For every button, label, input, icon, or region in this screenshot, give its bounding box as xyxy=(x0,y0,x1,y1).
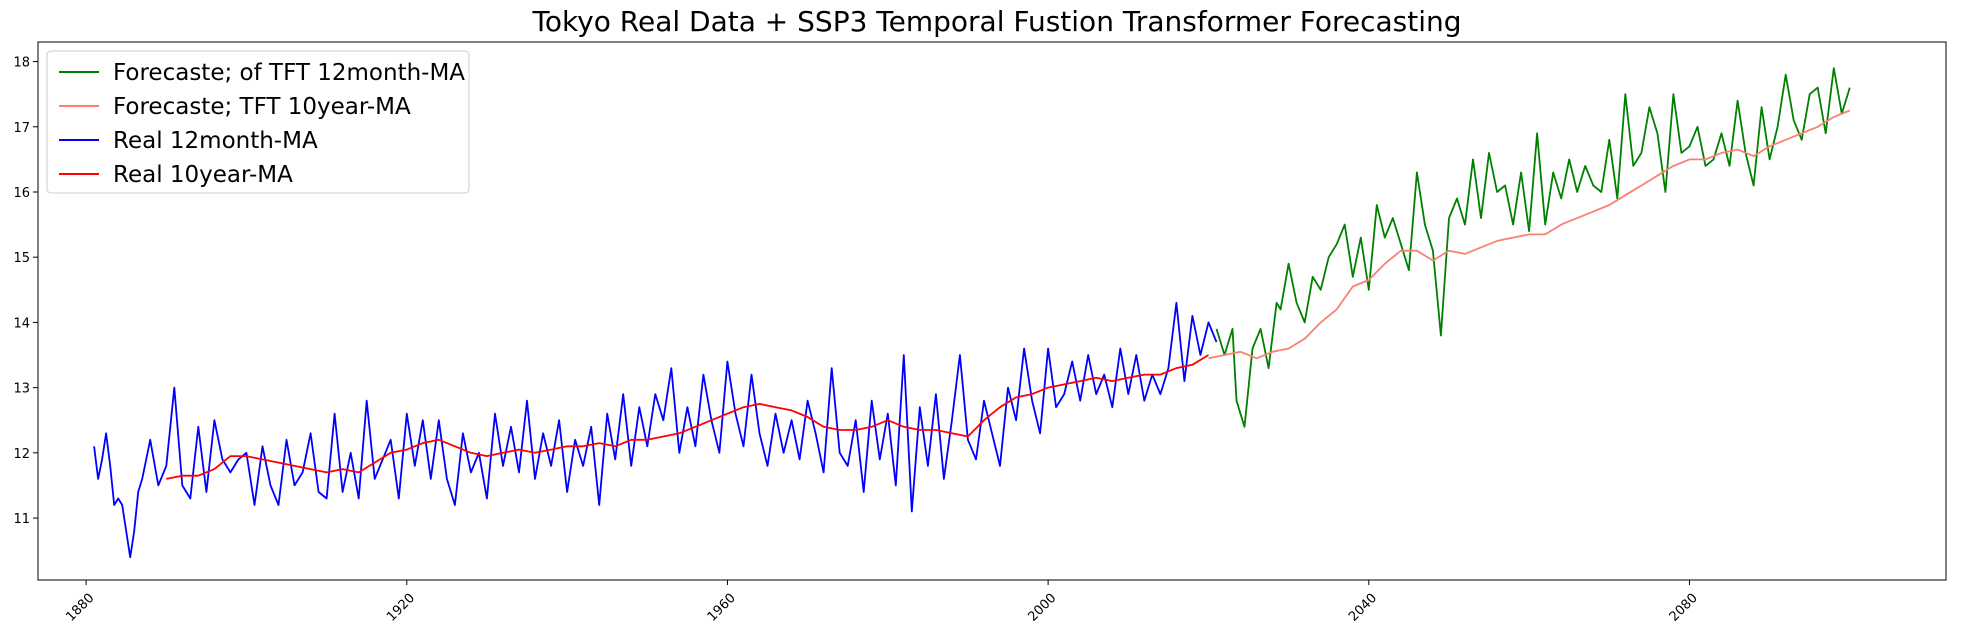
y-tick-label: 13 xyxy=(13,382,30,397)
legend: Forecaste; of TFT 12month-MA Forecaste; T… xyxy=(46,50,470,194)
x-tick-label: 1960 xyxy=(705,591,739,625)
x-tick-label: 2040 xyxy=(1346,591,1380,625)
series-line-3 xyxy=(166,354,1209,480)
x-tick-label: 1920 xyxy=(384,591,418,625)
legend-label: Forecaste; of TFT 12month-MA xyxy=(113,60,465,86)
axes-frame xyxy=(37,41,1947,581)
legend-label: Real 12month-MA xyxy=(113,128,318,154)
y-tick-label: 17 xyxy=(13,121,30,136)
chart-title: Tokyo Real Data + SSP3 Temporal Fustion … xyxy=(531,5,1461,38)
legend-label: Forecaste; TFT 10year-MA xyxy=(113,94,411,120)
y-tick-label: 14 xyxy=(13,316,30,331)
legend-box xyxy=(46,50,470,194)
x-tick-label: 1880 xyxy=(63,591,97,625)
series-line-0 xyxy=(1215,67,1851,428)
x-tick-label: 2080 xyxy=(1667,591,1701,625)
y-tick-label: 11 xyxy=(13,512,30,527)
y-tick-label: 12 xyxy=(13,447,30,462)
series-line-1 xyxy=(1208,109,1851,360)
y-tick-label: 18 xyxy=(13,56,30,71)
x-tick-label: 2000 xyxy=(1025,591,1059,625)
series-group xyxy=(93,67,1851,559)
legend-label: Real 10year-MA xyxy=(113,162,293,188)
y-tick-label: 15 xyxy=(13,251,30,266)
series-line-2 xyxy=(93,301,1218,559)
y-tick-label: 16 xyxy=(13,186,30,201)
